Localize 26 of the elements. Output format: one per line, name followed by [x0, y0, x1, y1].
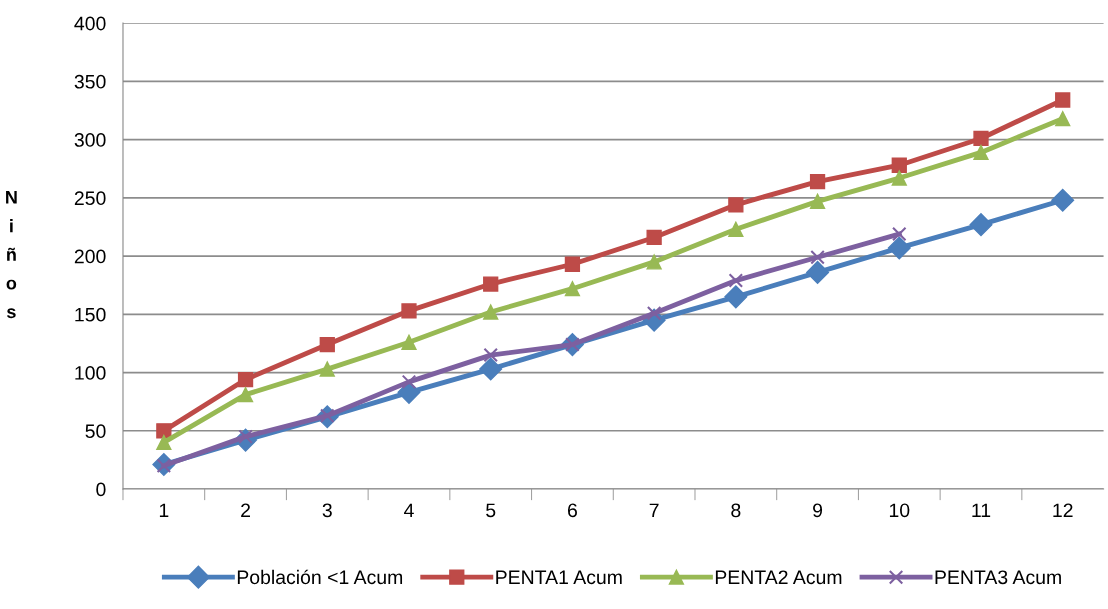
y-tick-label: 400 — [74, 16, 106, 31]
y-tick-label: 150 — [75, 307, 106, 322]
x-tick-label: 6 — [568, 503, 577, 518]
x-tick-label: 8 — [731, 503, 741, 518]
y-tick-label: 0 — [96, 482, 106, 497]
legend-label: PENTA2 Acum — [715, 570, 842, 585]
y-tick-label: 200 — [74, 249, 106, 264]
legend-label: Población <1 Acum — [237, 569, 403, 585]
legend-label: PENTA1 Acum — [496, 570, 622, 585]
y-axis-title: N i ñ o s — [6, 191, 17, 319]
x-tick-label: 5 — [486, 503, 496, 518]
y-tick-label: 50 — [85, 424, 106, 439]
x-tick-label: 7 — [649, 503, 659, 518]
x-tick-label: 1 — [159, 503, 169, 518]
x-tick-label: 10 — [889, 503, 910, 518]
x-tick-label: 11 — [972, 503, 991, 518]
y-tick-label: 350 — [74, 74, 106, 89]
x-tick-label: 4 — [404, 503, 414, 518]
y-tick-label: 250 — [74, 191, 106, 206]
x-tick-label: 9 — [813, 503, 823, 518]
legend-label: PENTA3 Acum — [935, 570, 1061, 585]
y-tick-label: 100 — [75, 366, 106, 380]
x-tick-label: 12 — [1053, 503, 1073, 518]
y-tick-label: 300 — [74, 133, 106, 147]
x-tick-label: 2 — [241, 503, 250, 518]
x-tick-label: 3 — [322, 503, 332, 518]
